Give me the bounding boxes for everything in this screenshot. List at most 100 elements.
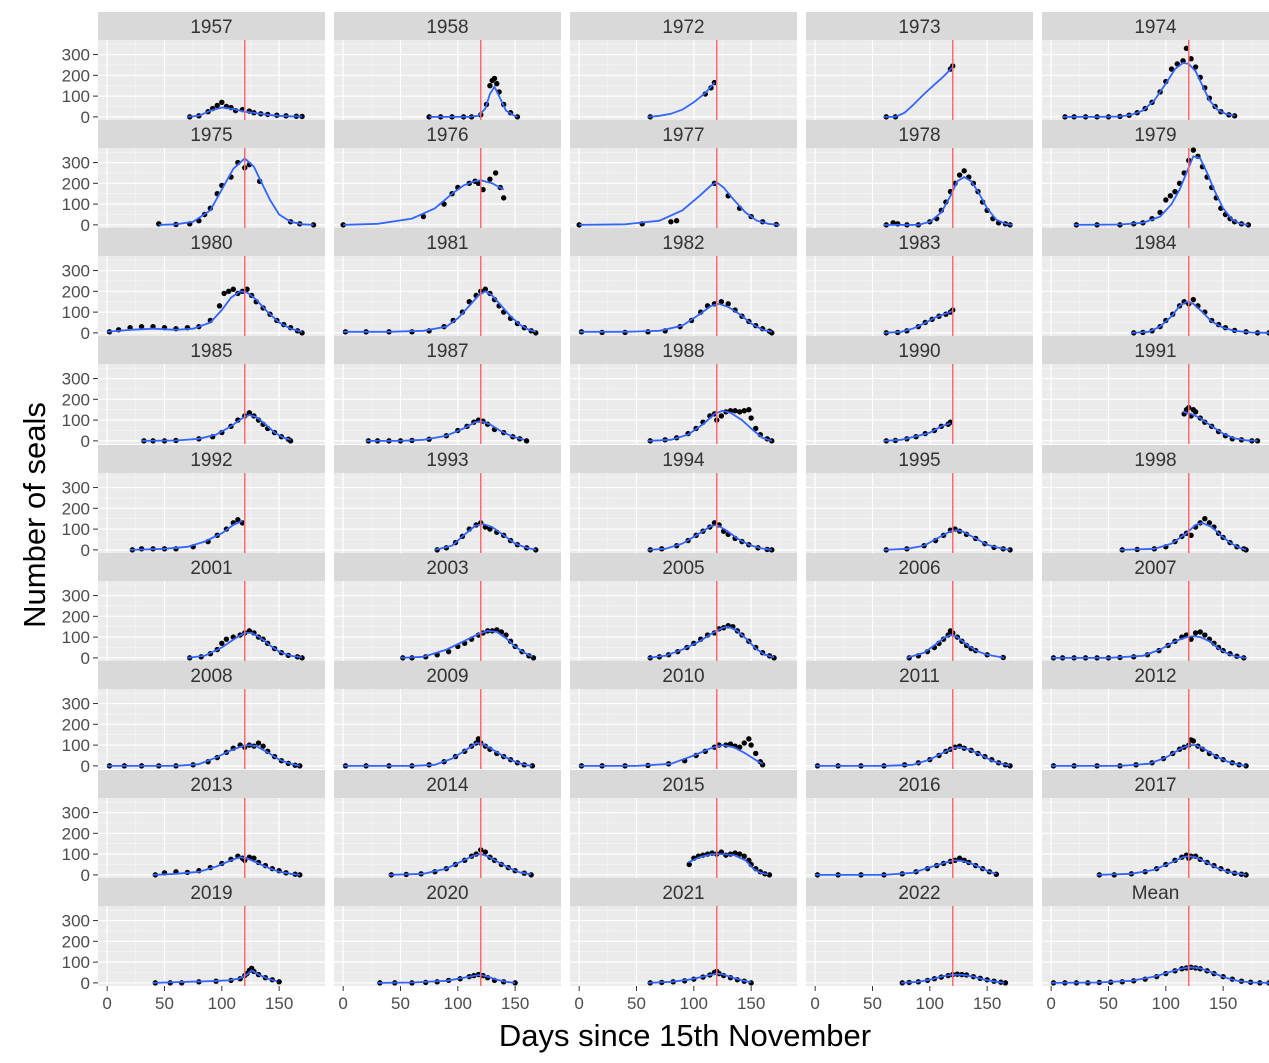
fit-line xyxy=(152,856,300,876)
y-tick-label: 100 xyxy=(62,303,90,322)
data-point xyxy=(1157,209,1163,216)
y-axis-title: Number of seals xyxy=(17,402,52,628)
panel-gridlines xyxy=(570,581,797,661)
data-point xyxy=(445,648,452,655)
panel-gridlines xyxy=(98,581,325,661)
fit-line xyxy=(158,157,314,226)
panel-2017: 2017 xyxy=(1042,770,1269,878)
x-tick-label: 150 xyxy=(973,994,1001,1013)
data-point xyxy=(732,408,738,414)
y-tick-label: 300 xyxy=(62,46,90,65)
panel-strip xyxy=(334,445,561,473)
panel-2008: 2008 xyxy=(98,661,325,769)
panel-strip xyxy=(570,228,797,256)
fit-line xyxy=(883,529,1011,551)
y-tick-label: 200 xyxy=(62,715,90,734)
panel-1991: 1991 xyxy=(1042,336,1269,444)
y-tick-label: 200 xyxy=(62,824,90,843)
panel-gridlines xyxy=(806,906,1033,986)
data-point xyxy=(1197,629,1203,635)
data-point xyxy=(1172,188,1178,195)
data-point xyxy=(1202,516,1208,522)
y-tick-label: 100 xyxy=(62,953,90,972)
panel-strip xyxy=(1042,553,1269,581)
panel-gridlines xyxy=(98,473,325,553)
panel-strip xyxy=(334,12,561,40)
data-point xyxy=(1192,630,1199,636)
panel-strip-label: 1972 xyxy=(662,17,704,38)
data-point xyxy=(487,176,493,182)
panel-strip-label: 1993 xyxy=(426,450,468,471)
data-point xyxy=(748,415,754,421)
data-point xyxy=(961,168,967,174)
fit-line xyxy=(130,519,243,551)
panel-strip xyxy=(98,661,325,689)
panel-strip-label: 1982 xyxy=(662,233,704,254)
panel-strip-label: 2013 xyxy=(190,775,232,796)
data-point xyxy=(223,636,230,642)
panel-background xyxy=(1042,364,1269,444)
data-point xyxy=(673,218,680,224)
x-tick-label: 150 xyxy=(265,994,293,1013)
panel-1987: 1987 xyxy=(334,336,561,444)
panel-strip-label: 1958 xyxy=(426,17,468,38)
panel-1992: 1992 xyxy=(98,445,325,553)
panel-2020: 2020 xyxy=(334,878,561,986)
x-tick-label: 150 xyxy=(501,994,529,1013)
panel-background xyxy=(1042,906,1269,986)
panel-strip-label: 1991 xyxy=(1134,341,1176,362)
fit-line xyxy=(152,969,278,984)
panel-gridlines xyxy=(806,40,1033,120)
panel-background xyxy=(334,798,561,878)
data-point xyxy=(1231,113,1238,119)
data-point xyxy=(718,299,725,305)
data-point xyxy=(1254,438,1261,444)
data-point xyxy=(741,740,747,746)
data-point xyxy=(276,979,282,985)
panel-1975: 1975 xyxy=(98,120,325,228)
data-point xyxy=(736,851,743,857)
y-tick-label: 200 xyxy=(62,174,90,193)
panel-background xyxy=(334,689,561,769)
panel-gridlines xyxy=(1042,364,1269,444)
fit-line xyxy=(343,290,537,333)
panel-gridlines xyxy=(806,798,1033,878)
panel-strip-label: 2011 xyxy=(899,666,940,687)
x-tick-label: 100 xyxy=(1152,994,1180,1013)
panel-strip xyxy=(806,878,1033,906)
panel-strip-label: 1983 xyxy=(898,233,940,254)
panels-layer: 1957 1958 1972 1973 1974 1975 1976 1977 1978 1979… xyxy=(98,12,1269,986)
panel-2007: 2007 xyxy=(1042,553,1269,661)
panel-strip xyxy=(98,12,325,40)
panel-gridlines xyxy=(570,798,797,878)
panel-strip xyxy=(806,661,1033,689)
fit-line xyxy=(647,409,773,442)
panel-background xyxy=(98,689,325,769)
y-tick-label: 0 xyxy=(81,541,90,560)
fit-line xyxy=(647,82,716,118)
panel-strip-label: 1957 xyxy=(190,17,232,38)
panel-strip xyxy=(1042,445,1269,473)
y-tick-label: 300 xyxy=(62,587,90,606)
x-tick-label: 0 xyxy=(574,994,583,1013)
data-point xyxy=(736,744,743,750)
fit-line xyxy=(1051,635,1247,659)
x-tick-label: 150 xyxy=(737,994,765,1013)
fit-line xyxy=(1051,966,1269,984)
y-tick-label: 0 xyxy=(81,324,90,343)
data-point xyxy=(736,409,743,415)
data-point xyxy=(251,855,257,861)
fit-line xyxy=(1131,300,1269,334)
panel-background xyxy=(806,148,1033,228)
panel-strip xyxy=(334,770,561,798)
panel-gridlines xyxy=(1042,581,1269,661)
panel-gridlines xyxy=(334,40,561,120)
panel-strip-label: 1990 xyxy=(898,341,940,362)
data-point xyxy=(1168,66,1175,72)
data-point xyxy=(576,222,582,228)
panel-strip-label: 2008 xyxy=(190,666,232,687)
data-point xyxy=(475,736,482,742)
panel-gridlines xyxy=(570,256,797,336)
panel-strip-label: 1979 xyxy=(1134,125,1176,146)
panel-gridlines xyxy=(334,581,561,661)
